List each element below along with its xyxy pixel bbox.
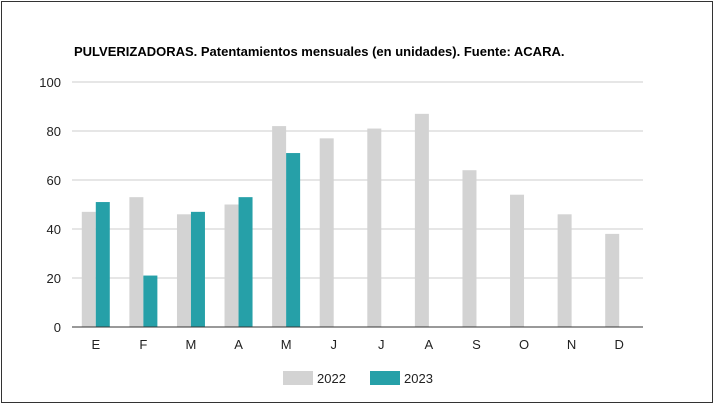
x-tick-label: S: [472, 337, 481, 352]
bar-2023-1: [143, 275, 158, 327]
x-tick-label: A: [425, 337, 434, 352]
bar-2023-4: [286, 153, 301, 327]
x-tick-label: F: [139, 337, 147, 352]
legend-label-2023: 2023: [404, 371, 433, 386]
grid-lines: [72, 81, 643, 279]
bar-2022-11: [605, 233, 620, 327]
legend: 2022 2023: [283, 371, 433, 386]
legend-swatch-2022: [283, 371, 313, 385]
bar-2023-2: [190, 211, 205, 327]
x-tick-label: D: [615, 337, 624, 352]
bar-2022-6: [367, 128, 382, 327]
x-tick-label: J: [378, 337, 385, 352]
bar-2022-4: [272, 126, 287, 327]
bar-2023-0: [95, 202, 110, 327]
bar-2022-8: [462, 170, 477, 327]
bar-2022-10: [557, 214, 572, 327]
x-tick-label: E: [91, 337, 100, 352]
y-axis-ticks: 0 20 40 60 80 100: [39, 75, 61, 335]
x-tick-label: M: [186, 337, 197, 352]
chart-title: PULVERIZADORAS. Patentamientos mensuales…: [74, 44, 564, 59]
x-tick-label: M: [281, 337, 292, 352]
bar-2022-9: [510, 194, 525, 327]
bar-2023-3: [238, 197, 253, 327]
y-tick-label: 60: [47, 173, 61, 188]
bar-2022-5: [319, 138, 334, 327]
y-tick-label: 0: [54, 320, 61, 335]
bar-2022-0: [81, 211, 96, 327]
legend-label-2022: 2022: [317, 371, 346, 386]
bars: [81, 113, 620, 327]
y-tick-label: 80: [47, 124, 61, 139]
legend-swatch-2023: [370, 371, 400, 385]
bar-2022-7: [414, 113, 429, 327]
y-tick-label: 20: [47, 271, 61, 286]
x-tick-label: A: [234, 337, 243, 352]
bar-2022-2: [176, 214, 191, 327]
x-tick-label: J: [330, 337, 337, 352]
y-tick-label: 40: [47, 222, 61, 237]
x-tick-label: N: [567, 337, 576, 352]
y-tick-label: 100: [39, 75, 61, 90]
bar-2022-3: [224, 204, 239, 327]
x-tick-label: O: [519, 337, 529, 352]
bar-2022-1: [129, 197, 144, 327]
